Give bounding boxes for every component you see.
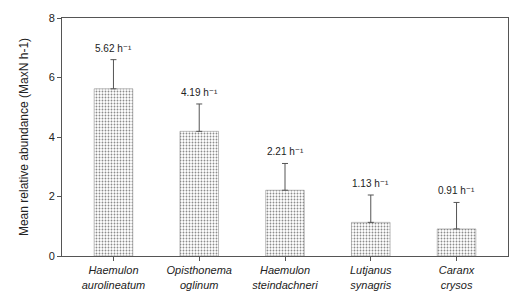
svg-text:6: 6 [49,71,55,83]
svg-text:Lutjanussynagris: Lutjanussynagris [350,264,392,290]
svg-text:2.21 h⁻¹: 2.21 h⁻¹ [267,146,304,157]
svg-text:Opisthonemaoglinum: Opisthonemaoglinum [167,264,232,290]
svg-text:Caranxcrysos: Caranxcrysos [439,264,475,290]
svg-text:0.91 h⁻¹: 0.91 h⁻¹ [438,185,475,196]
svg-text:4.19 h⁻¹: 4.19 h⁻¹ [181,87,218,98]
svg-text:8: 8 [49,12,55,24]
svg-text:Haemulonaurolineatum: Haemulonaurolineatum [82,264,146,290]
svg-text:1.13 h⁻¹: 1.13 h⁻¹ [352,178,389,189]
svg-text:5.62 h⁻¹: 5.62 h⁻¹ [95,43,132,54]
svg-text:2: 2 [49,190,55,202]
svg-text:Mean relative abundance (MaxN: Mean relative abundance (MaxN h-1) [17,38,31,236]
svg-text:0: 0 [49,250,55,262]
svg-text:4: 4 [49,131,55,143]
svg-text:Haemulonsteindachneri: Haemulonsteindachneri [252,264,318,290]
